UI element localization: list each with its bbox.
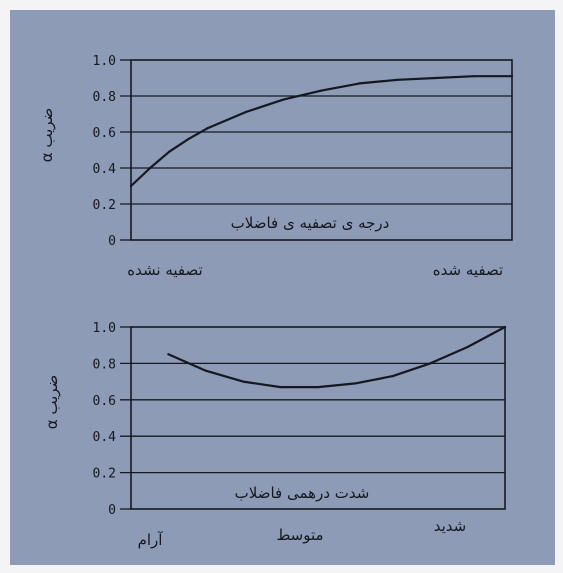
chart2-data-point [354,382,357,385]
chart2-y-tick-label: 0.4 [93,430,117,445]
chart2-y-tick-label: 0.2 [93,467,116,482]
chart2-x-tick-label: آرام [138,531,164,549]
chart2-frame [130,326,506,510]
chart2-x-tick-label: متوسط [276,526,323,544]
chart2-y-tick-label: 1.0 [93,321,116,336]
chart1-x-tick-label: تصفیه نشده [127,261,202,279]
chart1-title: درجه ی تصفیه ی فاضلاب [231,214,390,232]
chart1-y-tick-label: 0.6 [93,126,116,141]
chart1-x-tick-label: تصفیه شده [433,261,503,279]
chart1-data-point [472,75,475,78]
chart2-data-point [466,345,469,349]
chart1-y-tick-label: 0.8 [93,90,116,105]
chart2-series-line [167,325,507,389]
chart1-data-point [168,150,171,153]
chart2-x-tick-label: شدید [434,517,467,535]
chart1-y-tick-label: 0.2 [93,198,116,213]
chart1-data-point [396,78,399,81]
chart1-series-line [129,75,514,188]
chart1-y-axis-label: ضریب α [38,108,56,163]
chart2-data-point [279,385,282,389]
chart1-data-point [206,127,209,130]
chart1-data-point [434,76,437,80]
chart2-data-point [316,385,320,389]
chart1-data-point [129,184,133,188]
chart1-data-point [187,138,190,141]
chart2-data-point [503,325,507,329]
chart1-y-tick-label: 1.0 [93,54,116,69]
chart2-data-point [242,380,245,383]
chart2-data-point [429,362,432,365]
chart1-data-point [320,89,323,92]
chart1-frame [130,59,513,241]
chart2-data-point [204,369,207,372]
chart2-y-axis-label: ضریب α [43,375,61,430]
chart1-data-point [282,98,285,101]
chart1-data-point [148,166,152,170]
figure-svg: 1.0 0.8 0.6 0.4 0.2 0 درجه ی تصفیه ی فاضلاب ضری… [38,54,514,549]
chart1-data-point [244,111,247,114]
chart2-data-point [391,375,394,378]
chart1-data-point [358,82,361,85]
chart2-y-tick-label: 0.8 [93,357,116,372]
scanned-figure: 1.0 0.8 0.6 0.4 0.2 0 درجه ی تصفیه ی فاضلاب ضری… [10,10,555,565]
chart2-data-point [167,353,170,356]
chart1-data-point [510,75,514,78]
chart2-y-tick-label: 0.6 [93,394,116,409]
chart1-y-tick-label: 0.4 [93,162,117,177]
chart1-y-tick-label: 0 [108,234,116,249]
chart2-title: شدت درهمی فاضلاب [235,484,370,502]
chart2-y-tick-label: 0 [108,503,116,518]
